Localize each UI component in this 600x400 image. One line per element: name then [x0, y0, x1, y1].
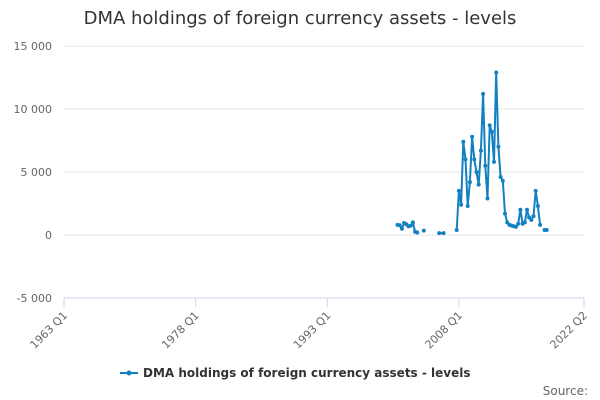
data-point[interactable] — [461, 139, 466, 144]
data-point[interactable] — [498, 175, 503, 179]
data-point[interactable] — [465, 204, 470, 208]
x-tick-label: 1963 Q1 — [28, 309, 71, 352]
y-tick-label: 10 000 — [14, 103, 53, 116]
data-point[interactable] — [529, 217, 534, 222]
data-point[interactable] — [472, 157, 477, 162]
data-point[interactable] — [494, 70, 499, 75]
legend[interactable]: DMA holdings of foreign currency assets … — [120, 366, 471, 380]
data-point[interactable] — [463, 157, 468, 162]
data-point[interactable] — [487, 123, 492, 128]
data-point[interactable] — [476, 182, 481, 187]
data-point[interactable] — [483, 163, 488, 168]
data-point[interactable] — [535, 204, 540, 208]
y-tick-label: 5 000 — [21, 166, 53, 179]
data-point[interactable] — [544, 228, 549, 232]
chart-title: DMA holdings of foreign currency assets … — [84, 8, 517, 29]
x-tick-label: 2008 Q1 — [423, 309, 466, 352]
data-point[interactable] — [415, 230, 420, 235]
data-point[interactable] — [441, 231, 446, 236]
data-point[interactable] — [410, 220, 415, 225]
legend-marker-swatch — [126, 370, 132, 376]
legend-label[interactable]: DMA holdings of foreign currency assets … — [143, 366, 471, 380]
data-point[interactable] — [522, 220, 527, 225]
data-point[interactable] — [533, 188, 538, 193]
y-tick-label: -5 000 — [17, 292, 52, 305]
data-point[interactable] — [399, 226, 404, 231]
data-point[interactable] — [489, 129, 494, 134]
data-point[interactable] — [481, 91, 486, 96]
data-point[interactable] — [516, 221, 521, 226]
data-point[interactable] — [531, 214, 536, 219]
data-point[interactable] — [467, 180, 472, 185]
data-point[interactable] — [459, 202, 464, 207]
x-tick-label: 1993 Q1 — [291, 309, 334, 352]
grid-layer — [64, 45, 584, 299]
data-point[interactable] — [474, 170, 479, 174]
data-point[interactable] — [454, 228, 459, 232]
data-point[interactable] — [470, 134, 475, 139]
data-point[interactable] — [485, 196, 490, 201]
data-point[interactable] — [514, 224, 518, 229]
y-tick-label: 0 — [45, 229, 52, 242]
data-point[interactable] — [397, 223, 402, 228]
source-credit[interactable]: Source: — [543, 384, 588, 398]
data-point[interactable] — [478, 148, 483, 153]
x-tick-label: 1978 Q1 — [159, 309, 202, 352]
data-point[interactable] — [496, 144, 501, 149]
data-point[interactable] — [500, 178, 505, 183]
data-point[interactable] — [518, 207, 523, 212]
data-point[interactable] — [492, 159, 496, 164]
data-point[interactable] — [525, 207, 529, 212]
data-point[interactable] — [538, 222, 543, 227]
data-point[interactable] — [503, 211, 507, 216]
data-point[interactable] — [408, 223, 413, 228]
series-layer[interactable] — [395, 70, 549, 236]
data-point[interactable] — [456, 188, 461, 193]
x-axis: 1963 Q1 1978 Q1 1993 Q1 2008 Q1 2022 Q2 — [28, 297, 591, 352]
data-point[interactable] — [437, 231, 442, 236]
data-point[interactable] — [421, 228, 426, 233]
y-tick-label: 15 000 — [14, 40, 53, 53]
series[interactable] — [395, 70, 549, 236]
x-tick-label: 2022 Q2 — [548, 309, 591, 352]
y-axis-labels: -5 000 0 5 000 10 000 15 000 — [14, 40, 53, 305]
